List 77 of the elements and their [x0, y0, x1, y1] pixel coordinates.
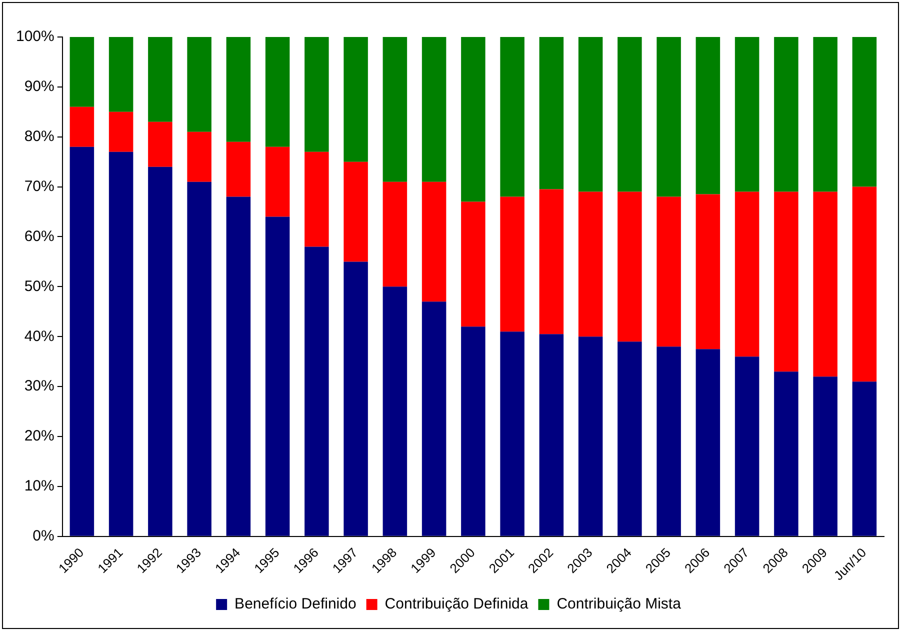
bar: [578, 37, 603, 192]
bar: [852, 382, 877, 536]
bar: [734, 37, 760, 192]
legend-label: Benefício Definido: [234, 596, 356, 613]
y-tick-label: 60%: [24, 228, 54, 245]
bar: [108, 152, 134, 536]
bar: [422, 302, 446, 536]
bar: [148, 37, 172, 122]
y-tick-label: 0%: [32, 528, 54, 545]
bar: [304, 37, 329, 152]
bar: [734, 192, 760, 357]
bar: [187, 132, 212, 182]
bar: [187, 37, 212, 132]
bar: [70, 106, 94, 147]
bar: [618, 37, 642, 192]
bar: [656, 196, 681, 347]
bar: [148, 166, 172, 536]
bar: [108, 37, 134, 112]
y-tick-label: 80%: [24, 128, 54, 146]
bar: [813, 192, 838, 377]
bar: [696, 349, 720, 536]
bar: [696, 194, 720, 350]
bar: [618, 192, 642, 342]
bar: [500, 332, 524, 536]
legend-label: Contribuição Definida: [384, 596, 529, 613]
bar: [656, 37, 681, 197]
bar: [382, 286, 408, 536]
bar: [226, 37, 251, 142]
bar: [500, 37, 524, 197]
bar: [852, 186, 877, 382]
bar: [774, 37, 798, 192]
bar: [148, 122, 172, 167]
y-tick-label: 70%: [24, 178, 54, 195]
bar: [734, 356, 760, 536]
y-tick-label: 30%: [24, 378, 54, 395]
bar: [852, 37, 877, 187]
bar: [774, 192, 798, 372]
bar: [304, 246, 329, 536]
bar: [539, 334, 564, 536]
bar: [461, 37, 486, 202]
bar: [696, 37, 720, 194]
bar: [539, 37, 564, 190]
bar: [774, 372, 798, 536]
bar: [539, 189, 564, 334]
bar: [578, 336, 603, 536]
bar: [382, 37, 408, 182]
bar: [344, 262, 368, 536]
bar: [226, 196, 251, 536]
y-tick-label: 40%: [24, 328, 54, 345]
y-tick-label: 20%: [24, 428, 54, 445]
bar: [344, 162, 368, 262]
bar: [578, 192, 603, 337]
bar: [422, 37, 446, 182]
bar: [108, 112, 134, 152]
bar: [265, 216, 290, 536]
bar: [70, 37, 94, 107]
bar: [500, 196, 524, 332]
bar: [618, 342, 642, 536]
y-tick-label: 50%: [24, 278, 54, 295]
y-tick-label: 100%: [16, 28, 54, 46]
bar: [422, 182, 446, 302]
bar: [344, 37, 368, 162]
bar: [265, 146, 290, 217]
legend-label: Contribuição Mista: [556, 596, 682, 613]
bar: [304, 152, 329, 247]
bar: [70, 146, 94, 536]
bar: [265, 37, 290, 147]
bar: [461, 202, 486, 327]
y-tick-label: 10%: [24, 478, 54, 495]
bar: [813, 376, 838, 536]
bar: [226, 142, 251, 197]
bar: [187, 182, 212, 536]
y-tick-label: 90%: [24, 78, 54, 96]
bar: [656, 346, 681, 536]
bar: [461, 326, 486, 536]
bar: [382, 182, 408, 287]
bar: [813, 37, 838, 192]
